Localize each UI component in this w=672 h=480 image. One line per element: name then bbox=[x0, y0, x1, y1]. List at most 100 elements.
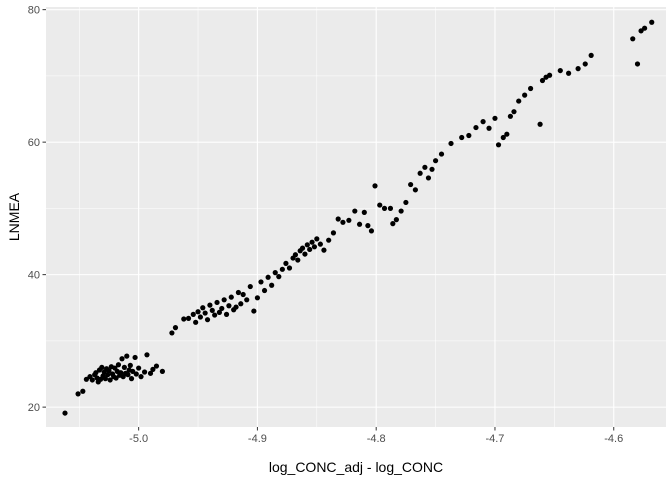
data-point bbox=[83, 376, 89, 382]
data-point bbox=[202, 310, 208, 316]
data-point bbox=[115, 362, 122, 368]
data-point bbox=[235, 289, 242, 296]
data-point bbox=[93, 370, 99, 376]
data-point bbox=[150, 366, 156, 372]
data-point bbox=[500, 134, 506, 141]
data-point bbox=[486, 125, 492, 131]
data-point bbox=[299, 245, 306, 251]
data-point bbox=[398, 208, 404, 214]
data-point bbox=[340, 219, 346, 225]
data-point bbox=[133, 371, 139, 377]
data-point bbox=[216, 309, 223, 315]
data-point bbox=[473, 124, 479, 131]
data-point bbox=[258, 279, 264, 285]
y-axis-title: LNMEA bbox=[6, 192, 22, 241]
data-point bbox=[649, 19, 655, 25]
data-point bbox=[511, 109, 517, 115]
data-point bbox=[197, 314, 204, 320]
data-point bbox=[326, 237, 332, 243]
data-point bbox=[335, 216, 341, 222]
data-point bbox=[365, 223, 371, 229]
data-point bbox=[159, 368, 165, 374]
data-point bbox=[403, 199, 409, 206]
data-point bbox=[172, 325, 179, 331]
data-point bbox=[207, 302, 213, 308]
y-tick-label: 40 bbox=[28, 270, 40, 282]
data-point bbox=[223, 311, 230, 317]
y-tick-label: 60 bbox=[28, 137, 40, 149]
data-point bbox=[387, 205, 394, 211]
data-point bbox=[377, 202, 383, 208]
data-point bbox=[393, 217, 399, 223]
data-point bbox=[193, 319, 199, 325]
data-point bbox=[283, 260, 289, 266]
x-tick-label: -4.7 bbox=[485, 433, 504, 445]
data-point bbox=[118, 370, 124, 376]
data-point bbox=[136, 365, 142, 371]
data-point bbox=[62, 410, 68, 416]
data-point bbox=[432, 158, 439, 164]
x-tick-label: -4.8 bbox=[367, 433, 386, 445]
data-point bbox=[121, 364, 127, 370]
data-point bbox=[254, 295, 261, 301]
data-point bbox=[106, 368, 112, 374]
data-point bbox=[352, 208, 358, 214]
data-point bbox=[124, 353, 130, 359]
data-point bbox=[127, 362, 133, 368]
data-point bbox=[228, 294, 234, 300]
data-point bbox=[276, 274, 282, 280]
points-layer bbox=[62, 19, 655, 416]
data-point bbox=[480, 119, 486, 125]
data-point bbox=[408, 181, 414, 188]
data-point bbox=[422, 164, 428, 170]
data-point bbox=[321, 247, 327, 253]
data-point bbox=[102, 376, 108, 382]
data-point bbox=[244, 297, 250, 303]
data-point bbox=[429, 166, 435, 172]
x-tick-label: -5.0 bbox=[129, 433, 148, 445]
data-point bbox=[75, 391, 81, 397]
data-point bbox=[417, 170, 423, 176]
data-point bbox=[516, 98, 522, 104]
data-point bbox=[566, 70, 572, 76]
data-point bbox=[269, 282, 275, 288]
x-axis-title: log_CONC_adj - log_CONC bbox=[269, 459, 443, 475]
data-point bbox=[132, 354, 138, 361]
data-point bbox=[279, 266, 285, 272]
data-point bbox=[438, 151, 445, 157]
data-point bbox=[356, 221, 363, 227]
data-point bbox=[292, 252, 299, 258]
data-point bbox=[466, 132, 472, 139]
x-tick-label: -4.6 bbox=[604, 433, 623, 445]
data-point bbox=[107, 377, 113, 383]
data-point bbox=[89, 377, 95, 383]
data-point bbox=[138, 374, 144, 380]
data-point bbox=[381, 205, 388, 211]
data-point bbox=[169, 330, 175, 336]
data-point bbox=[314, 236, 320, 242]
data-point bbox=[105, 372, 111, 378]
x-axis: -5.0 -4.9 -4.8 -4.7 -4.6 bbox=[129, 427, 623, 445]
data-point bbox=[240, 291, 246, 298]
data-point bbox=[495, 142, 502, 148]
data-point bbox=[147, 370, 154, 376]
data-point bbox=[99, 364, 105, 370]
data-point bbox=[144, 352, 150, 358]
data-point bbox=[221, 297, 227, 303]
data-point bbox=[247, 283, 253, 290]
data-point bbox=[504, 131, 510, 137]
data-point bbox=[214, 299, 220, 306]
data-point bbox=[575, 66, 581, 72]
data-point bbox=[582, 61, 588, 67]
data-point bbox=[251, 308, 257, 314]
grid-major bbox=[46, 7, 666, 427]
data-point bbox=[634, 61, 641, 67]
plot-panel bbox=[46, 7, 666, 427]
data-point bbox=[448, 140, 454, 147]
grid-minor bbox=[46, 7, 666, 427]
data-point bbox=[265, 274, 271, 280]
data-point bbox=[272, 270, 278, 276]
data-point bbox=[539, 77, 546, 84]
